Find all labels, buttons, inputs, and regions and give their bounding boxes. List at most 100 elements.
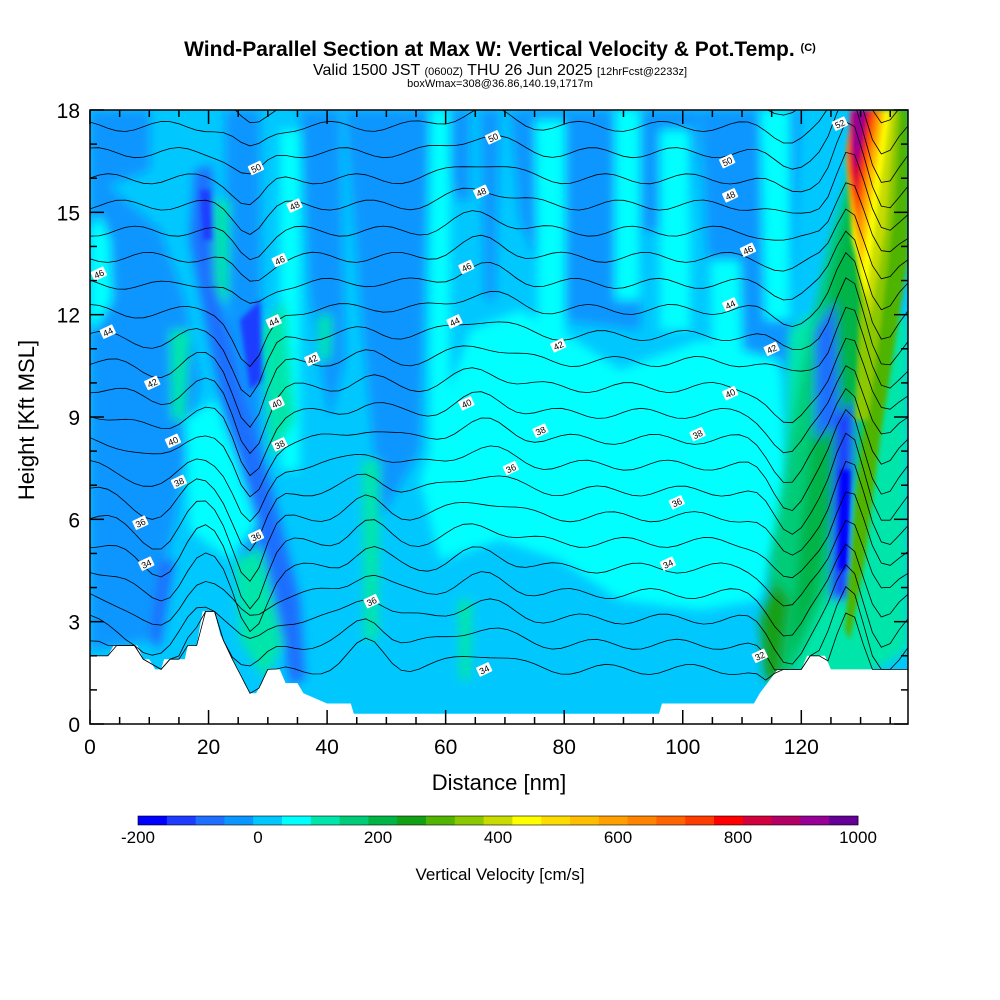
contour-label: 34: [659, 556, 677, 571]
theta-contour-line: [90, 586, 908, 671]
contour-label-text: 36: [365, 595, 378, 608]
theta-contour-line: [90, 519, 908, 633]
contour-label-text: 42: [552, 339, 565, 352]
theta-contour-line: [90, 252, 908, 368]
colorbar-swatch: [656, 816, 686, 825]
y-tick-label: 6: [68, 509, 80, 532]
contour-label: 38: [170, 474, 188, 489]
colorbar-swatch: [397, 816, 427, 825]
contour-label-text: 50: [721, 155, 734, 168]
colorbar-swatch: [454, 816, 484, 825]
chart-subtitle: Valid 1500 JST (0600Z) THU 26 Jun 2025 […: [312, 62, 688, 79]
contour-label-text: 48: [724, 189, 737, 202]
x-tick-label: 120: [784, 736, 819, 759]
contour-label: 42: [550, 338, 567, 353]
contour-label-text: 52: [833, 117, 846, 130]
contour-label-text: 50: [487, 131, 500, 144]
colorbar-swatch: [598, 816, 628, 825]
contour-label-text: 38: [273, 438, 286, 451]
theta-contour-labels: 46 44 42 40 38 36 34 50 48 46 44 42 40 38 36 50 48 46 44 42…: [90, 116, 848, 677]
colorbar-swatch: [282, 816, 312, 825]
contour-label-text: 44: [101, 326, 114, 339]
contour-label: 46: [271, 252, 288, 268]
contour-label: 40: [722, 385, 739, 401]
contour-label: 46: [739, 242, 757, 258]
colorbar-swatch: [138, 816, 168, 825]
colorbar-swatch: [368, 816, 398, 825]
theta-contour-line: [90, 182, 908, 261]
theta-contour-line: [90, 564, 908, 665]
contour-label: 48: [286, 198, 303, 213]
contour-label: 36: [363, 594, 380, 609]
x-tick-label: 40: [315, 736, 338, 759]
colorbar-swatch: [800, 816, 830, 825]
x-tick-label: 0: [84, 736, 96, 759]
contour-label-text: 40: [270, 397, 283, 410]
colorbar-swatch: [627, 816, 657, 825]
contour-label: 44: [722, 297, 739, 312]
contour-label-text: 48: [475, 186, 488, 199]
x-tick-label: 80: [553, 736, 576, 759]
contour-label: 38: [689, 426, 706, 442]
y-tick-label: 15: [57, 202, 80, 225]
colorbar-tick-label: -200: [121, 828, 155, 847]
theta-contour-line: [90, 151, 908, 235]
colorbar-swatch: [195, 816, 225, 825]
theta-contour-line: [90, 208, 908, 282]
colorbar-tick-label: 1000: [839, 828, 877, 847]
contour-label: 48: [722, 188, 739, 203]
x-tick-label: 100: [665, 736, 700, 759]
theta-contour-line: [90, 365, 908, 477]
contour-label: 44: [446, 314, 463, 329]
contour-label-text: 46: [273, 254, 286, 267]
contour-label-text: 42: [146, 377, 159, 390]
terrain-profile: [90, 611, 908, 724]
contour-label: 36: [132, 515, 149, 530]
contour-label: 32: [751, 648, 768, 663]
chart-title: Wind-Parallel Section at Max W: Vertical…: [184, 38, 816, 61]
contour-label: 44: [99, 324, 116, 339]
colorbar-swatch: [253, 816, 283, 825]
theta-contour-line: [90, 277, 908, 398]
contour-label-text: 42: [765, 343, 778, 356]
contour-label: 46: [90, 266, 108, 281]
contour-label: 42: [304, 351, 321, 367]
theta-contour-line: [90, 93, 908, 101]
theta-contour-line: [90, 306, 908, 428]
contour-label-text: 38: [691, 428, 704, 441]
colorbar-swatch: [166, 816, 196, 825]
colorbar-tick-label: 0: [253, 828, 262, 847]
y-tick-label: 3: [68, 612, 80, 635]
colorbar-swatch: [714, 816, 744, 825]
theta-contour-line: [90, 408, 908, 523]
contour-label: 46: [458, 259, 475, 275]
colorbar-swatch: [310, 816, 340, 825]
y-axis-label: Height [Kft MSL]: [14, 340, 39, 500]
contour-label: 38: [271, 437, 288, 452]
contour-label-text: 34: [661, 557, 674, 570]
colorbar-tick-label: 600: [604, 828, 632, 847]
contour-label-text: 38: [172, 476, 185, 489]
theta-contour-line: [90, 230, 908, 311]
colorbar-swatch: [742, 816, 772, 825]
contour-label-text: 44: [448, 315, 461, 328]
contour-label: 50: [484, 130, 502, 145]
contour-label: 36: [247, 529, 265, 544]
colorbar-swatch: [224, 816, 254, 825]
y-tick-label: 0: [68, 714, 80, 737]
contour-label: 50: [247, 160, 265, 176]
contour-label-text: 44: [267, 315, 280, 328]
contour-label-text: 44: [724, 298, 737, 311]
colorbar-label: Vertical Velocity [cm/s]: [415, 865, 584, 884]
colorbar-swatch: [771, 816, 801, 825]
contour-label-text: 36: [670, 496, 683, 509]
colorbar-swatch: [339, 816, 369, 825]
contour-label: 42: [763, 341, 780, 356]
theta-contour-line: [90, 121, 908, 209]
velocity-field: [90, 93, 908, 724]
theta-contour-line: [90, 337, 908, 455]
colorbar-tick-label: 400: [484, 828, 512, 847]
contour-label-text: 38: [534, 424, 547, 437]
contour-label-text: 40: [460, 397, 473, 410]
colorbar-swatch: [685, 816, 715, 825]
